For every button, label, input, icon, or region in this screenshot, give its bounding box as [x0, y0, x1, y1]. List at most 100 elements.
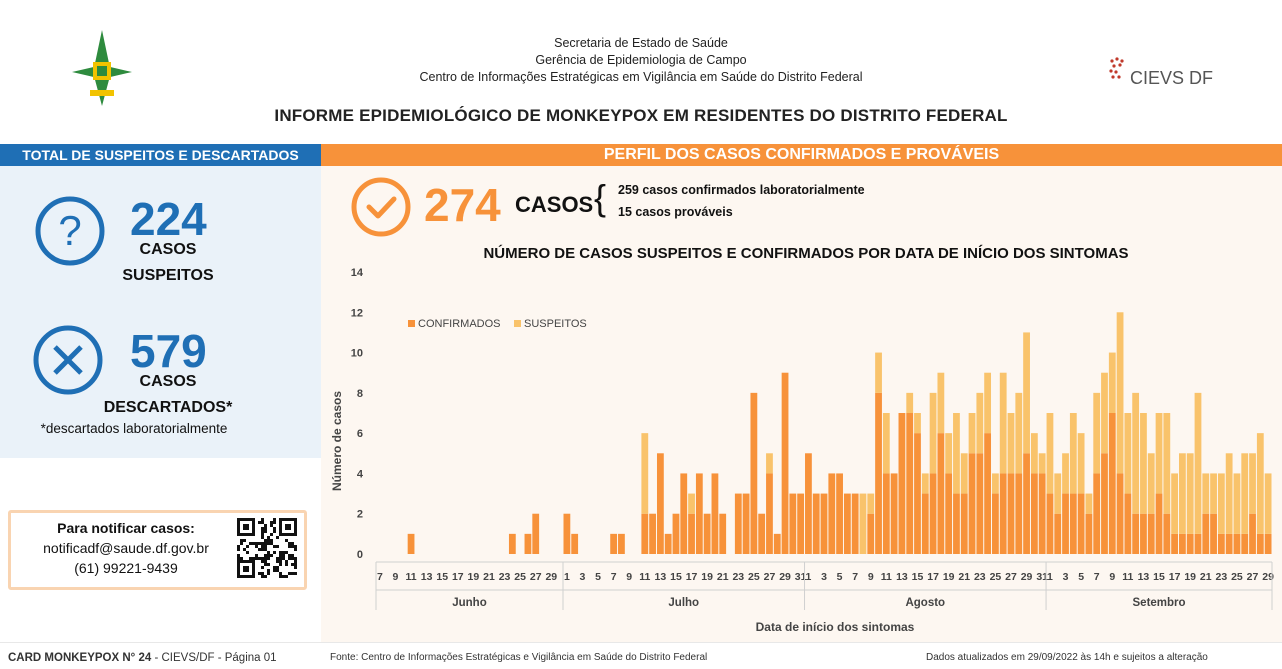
bar-confirmed	[649, 513, 656, 554]
bar-confirmed	[1217, 533, 1225, 554]
bar-confirmed	[1038, 473, 1046, 554]
bar-suspected	[1140, 413, 1147, 514]
notify-email[interactable]: notificadf@saude.df.gov.br	[43, 540, 209, 556]
check-circle-icon	[350, 176, 412, 238]
bar-confirmed	[843, 493, 851, 554]
bar-confirmed	[976, 453, 984, 554]
bar-suspected	[1186, 453, 1194, 534]
x-tick-label: 9	[868, 571, 874, 583]
qr-module	[267, 542, 270, 545]
x-tick-label: 25	[514, 571, 526, 583]
bar-suspected	[960, 453, 968, 494]
x-tick-label: 9	[1109, 571, 1115, 583]
bar-confirmed	[851, 493, 859, 554]
qr-module	[291, 557, 294, 560]
x-tick-label: 31	[1036, 571, 1048, 583]
bar-confirmed	[1140, 513, 1147, 554]
qr-module	[285, 575, 288, 578]
x-tick-label: 5	[595, 571, 601, 583]
bar-suspected	[1163, 413, 1171, 514]
bar-suspected	[1038, 453, 1046, 474]
qr-module	[255, 554, 258, 557]
bar-confirmed	[656, 453, 664, 554]
qr-module	[261, 518, 264, 521]
qr-module	[282, 554, 285, 557]
discarded-count: 579	[130, 325, 207, 377]
qr-module	[264, 530, 267, 533]
bar-confirmed	[1155, 493, 1163, 554]
bar-confirmed	[758, 513, 766, 554]
bar-confirmed	[664, 533, 672, 554]
bar-confirmed	[906, 413, 914, 554]
qr-module	[261, 575, 264, 578]
notify-phone[interactable]: (61) 99221-9439	[74, 560, 178, 576]
cievs-logo: CIEVS DF	[1108, 55, 1228, 95]
bar-suspected	[882, 413, 890, 474]
bar-suspected	[1210, 473, 1217, 514]
x-tick-label: 1	[805, 571, 811, 583]
bar-confirmed	[1069, 493, 1077, 554]
bar-confirmed	[1030, 473, 1038, 554]
bar-suspected	[1007, 413, 1015, 474]
qr-module	[279, 575, 282, 578]
bar-confirmed	[1023, 453, 1030, 554]
x-tick-label: 1	[1047, 571, 1053, 583]
chart-legend: CONFIRMADOS SUSPEITOS	[408, 318, 587, 330]
qr-module	[291, 545, 294, 548]
bar-suspected	[1241, 453, 1249, 534]
suspected-label-1: CASOS	[139, 241, 197, 258]
bar-suspected	[906, 392, 914, 413]
qr-module	[258, 542, 261, 545]
qr-module	[255, 542, 258, 545]
qr-code-icon	[236, 517, 298, 579]
bar-suspected	[1093, 392, 1101, 474]
bar-confirmed	[750, 392, 758, 554]
qr-module	[273, 551, 276, 554]
bar-confirmed	[867, 513, 875, 554]
qr-module	[276, 557, 279, 560]
bar-suspected	[875, 352, 882, 393]
left-section-title: TOTAL DE SUSPEITOS E DESCARTADOS	[0, 144, 321, 166]
bar-confirmed	[641, 513, 649, 554]
bar-confirmed	[524, 533, 532, 554]
bar-suspected	[867, 493, 875, 514]
bar-suspected	[1077, 433, 1085, 494]
qr-module	[288, 572, 291, 575]
x-tick-label: 9	[393, 571, 399, 583]
qr-module	[288, 545, 291, 548]
bar-confirmed	[921, 493, 929, 554]
x-tick-label: 15	[436, 571, 448, 583]
qr-module	[288, 557, 291, 560]
bar-confirmed	[805, 453, 812, 554]
discarded-label-1: CASOS	[139, 373, 197, 390]
footer-card: CARD MONKEYPOX N° 24 - CIEVS/DF - Página…	[8, 652, 277, 664]
legend-confirmed-label: CONFIRMADOS	[418, 318, 501, 330]
bar-suspected	[984, 372, 992, 434]
month-label: Agosto	[905, 597, 945, 609]
qr-module	[264, 545, 267, 548]
y-tick-label: 6	[357, 428, 363, 440]
qr-module	[288, 542, 291, 545]
qr-module	[291, 542, 294, 545]
bar-confirmed	[914, 433, 921, 554]
bar-confirmed	[695, 473, 703, 554]
qr-module	[285, 560, 288, 563]
bar-confirmed	[1093, 473, 1101, 554]
qr-module	[267, 569, 270, 572]
bar-confirmed	[836, 473, 843, 554]
header-line-1: Secretaria de Estado de Saúde	[554, 36, 728, 50]
x-tick-label: 15	[912, 571, 924, 583]
x-tick-label: 11	[881, 571, 892, 583]
x-tick-label: 23	[732, 571, 744, 583]
y-tick-label: 8	[357, 388, 363, 400]
qr-module	[270, 521, 273, 524]
legend-suspected-label: SUSPEITOS	[524, 318, 587, 330]
bar-suspected	[1225, 453, 1233, 534]
gdf-logo	[68, 28, 136, 108]
bar-confirmed	[999, 473, 1007, 554]
bar-confirmed	[1163, 513, 1171, 554]
bar-confirmed	[407, 533, 415, 554]
qr-module	[243, 548, 246, 551]
qr-module	[270, 554, 273, 557]
header-line-3: Centro de Informações Estratégicas em Vi…	[419, 70, 863, 84]
